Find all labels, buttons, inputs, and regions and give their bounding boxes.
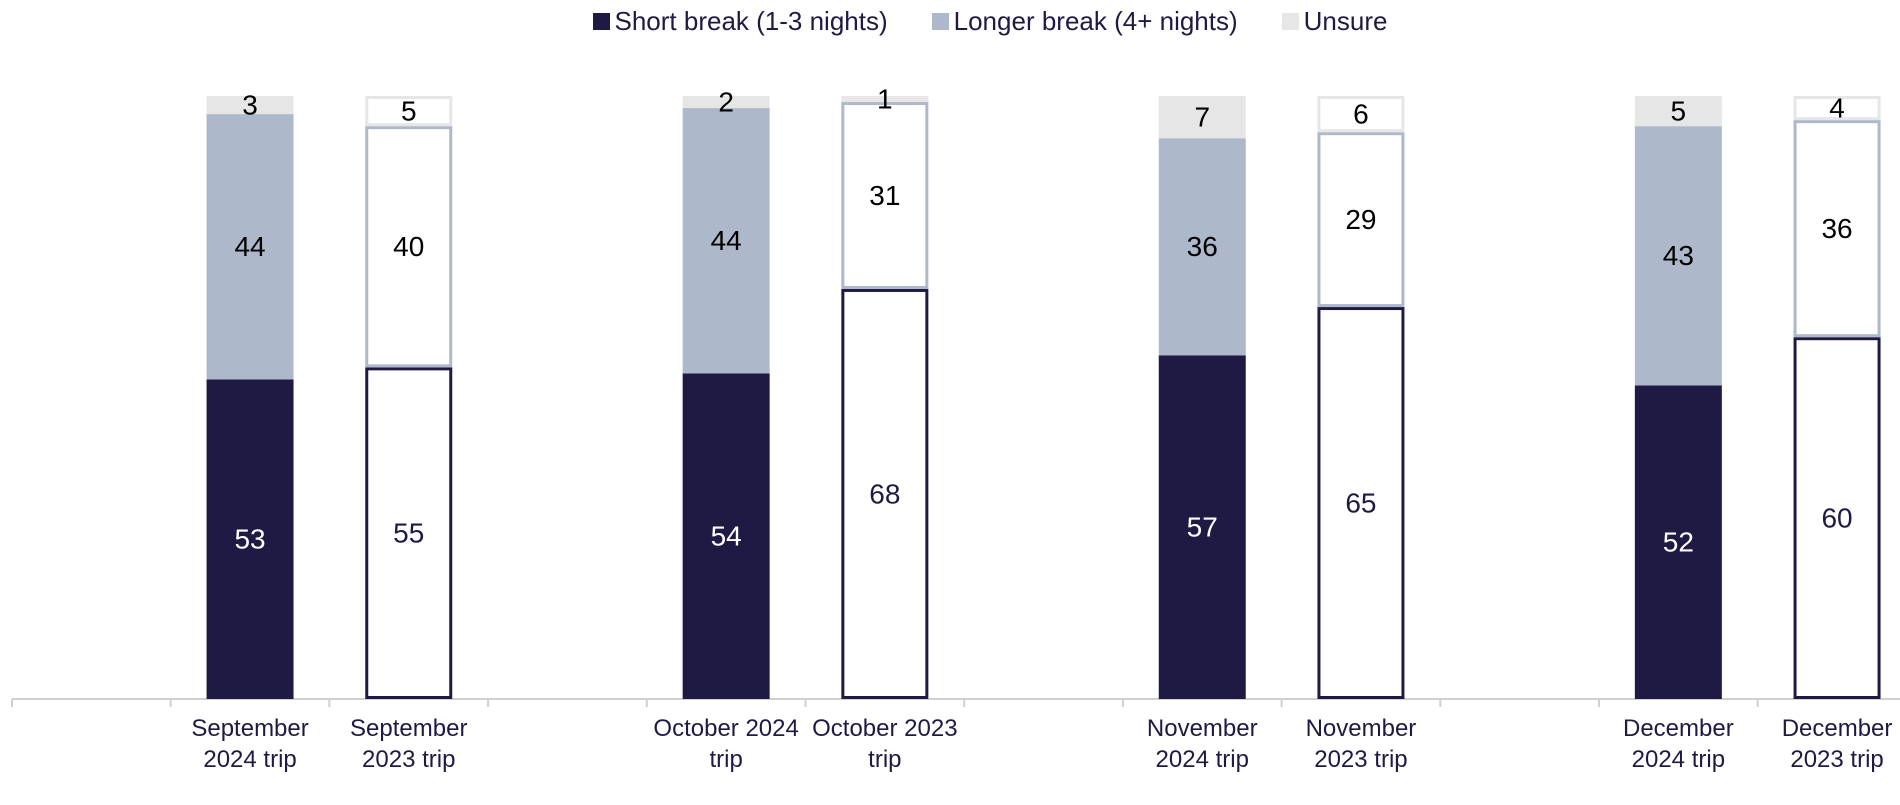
x-tick-label: November 2024 trip	[1146, 715, 1258, 773]
data-label: 68	[869, 478, 900, 509]
data-label: 7	[1194, 101, 1210, 132]
data-label: 40	[393, 231, 424, 262]
data-label: 4	[1829, 92, 1845, 123]
bar-segment	[841, 102, 929, 289]
data-label: 52	[1663, 527, 1694, 558]
bar-segment	[1793, 337, 1881, 699]
legend-item: Short break (1-3 nights)	[592, 6, 888, 37]
data-label: 43	[1663, 240, 1694, 271]
bar-segment	[841, 288, 929, 699]
x-tick-label: December 2023 trip	[1781, 715, 1893, 773]
bar-segment	[365, 126, 453, 368]
bar-segment	[1317, 132, 1405, 308]
legend-swatch	[1281, 13, 1299, 30]
data-label: 1	[877, 83, 893, 114]
legend-label: Longer break (4+ nights)	[953, 6, 1238, 36]
x-tick-label: October 2024 trip	[653, 715, 799, 773]
bar-segment	[682, 373, 770, 699]
data-label: 31	[869, 180, 900, 211]
bar-segment	[1158, 355, 1246, 699]
bar-segment	[1634, 96, 1722, 127]
bar-segment	[1158, 138, 1246, 356]
data-label: 2	[718, 86, 734, 117]
legend-label: Short break (1-3 nights)	[614, 6, 888, 36]
data-label: 5	[1671, 95, 1687, 126]
data-label: 65	[1345, 487, 1376, 518]
bar-segment	[1793, 96, 1881, 121]
data-label: 54	[711, 521, 742, 552]
data-label: 6	[1353, 98, 1369, 129]
data-label: 36	[1187, 231, 1218, 262]
legend-item: Unsure	[1281, 6, 1388, 37]
legend: Short break (1-3 nights) Longer break (4+…	[0, 6, 1900, 37]
bar-segment	[1158, 96, 1246, 139]
bar-segment	[682, 108, 770, 374]
legend-swatch	[592, 13, 610, 30]
bar-segment	[206, 379, 294, 699]
data-label: 60	[1821, 502, 1852, 533]
bar-segment	[365, 367, 453, 699]
x-tick-label: December 2024 trip	[1622, 715, 1734, 773]
data-label: 5	[401, 95, 417, 126]
x-tick-label: November 2023 trip	[1305, 715, 1417, 773]
x-tick-label: October 2023 trip	[812, 715, 958, 773]
data-label: 57	[1187, 512, 1218, 543]
bar-segment	[841, 96, 929, 103]
legend-item: Longer break (4+ nights)	[931, 6, 1238, 37]
x-tick-label: September 2023 trip	[350, 715, 468, 773]
legend-swatch	[931, 13, 949, 30]
bar-segment	[365, 96, 453, 127]
data-label: 3	[242, 89, 258, 120]
data-label: 53	[234, 524, 265, 555]
bar-segment	[206, 114, 294, 380]
bar-segment	[1634, 126, 1722, 386]
data-label: 36	[1821, 213, 1852, 244]
bar-segment	[1634, 385, 1722, 699]
x-tick-label: September 2024 trip	[191, 715, 309, 773]
data-label: 55	[393, 518, 424, 549]
legend-label: Unsure	[1303, 6, 1388, 36]
bar-segment	[1317, 96, 1405, 133]
bar-segment	[206, 96, 294, 115]
bar-segment	[1317, 307, 1405, 699]
data-label: 44	[234, 231, 265, 262]
bar-segment	[1793, 120, 1881, 338]
bar-segment	[682, 96, 770, 109]
data-label: 44	[711, 225, 742, 256]
data-label: 29	[1345, 204, 1376, 235]
